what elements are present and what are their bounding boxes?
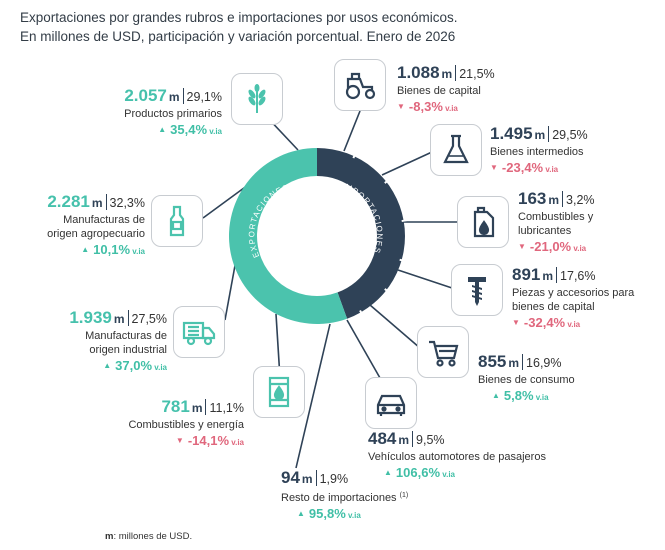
ring-segments [229, 148, 407, 324]
title-line-2: En millones de USD, participación y vari… [20, 29, 456, 44]
value: 1.495 [490, 124, 533, 143]
export-productos-primarios: 2.057 m 29,1% Productos primarios ▲ 35,4% v… [124, 86, 222, 141]
value: 2.281 [47, 192, 90, 211]
category-name: Combustibles y [518, 211, 594, 223]
leader-line [346, 319, 381, 379]
leader-line [397, 269, 453, 289]
export-manufacturas-agropecuario: 2.281 m 32,3% Manufacturas de origen agrop… [47, 192, 145, 261]
share: 17,6% [560, 269, 596, 283]
category-name: Vehículos automotores de pasajeros [368, 451, 546, 463]
ring-tick [399, 258, 405, 263]
value: 163 [518, 189, 547, 208]
variation: ▲ 106,6% v.ia [384, 465, 455, 480]
share: 16,9% [526, 356, 562, 370]
category-name: Productos primarios [124, 108, 222, 120]
wheat-icon [231, 73, 283, 125]
variation: ▼ -8,3% v.ia [397, 99, 458, 114]
category-name: Bienes de consumo [478, 374, 575, 386]
bottle-icon [151, 195, 203, 247]
leader-lines [202, 110, 458, 469]
category-name: Piezas y accesorios para [512, 287, 635, 299]
value: 2.057 [124, 86, 167, 105]
import-bienes-consumo: 855 m 16,9% Bienes de consumo ▲ 5,8% v.ia [478, 352, 575, 407]
footnote: m: millones de USD. [105, 531, 193, 542]
variation: ▼ -14,1% v.ia [175, 433, 244, 448]
ring-tick [401, 219, 407, 223]
variation: ▼ -32,4% v.ia [512, 315, 581, 330]
ring-tick [384, 288, 390, 293]
share: 3,2% [566, 193, 595, 207]
flask-icon [430, 124, 482, 176]
import-bienes-capital: 1.088 m 21,5% Bienes de capital ▼ -8,3% v.i… [397, 63, 495, 118]
value: 1.939 [69, 308, 112, 327]
leader-line [381, 151, 433, 176]
category-name-2: origen agropecuario [47, 228, 145, 240]
category-name-2: origen industrial [89, 344, 167, 356]
variation: ▲ 5,8% v.ia [492, 388, 549, 403]
variation: ▲ 35,4% v.ia [158, 122, 222, 137]
export-manufacturas-industrial: 1.939 m 27,5% Manufacturas de origen indus… [69, 308, 167, 377]
share: 21,5% [459, 67, 495, 81]
variation: ▲ 37,0% v.ia [103, 358, 167, 373]
variation: ▲ 10,1% v.ia [81, 242, 145, 257]
category-name-2: bienes de capital [512, 301, 595, 313]
import-resto: 94 m 1,9% Resto de importaciones (1) ▲ 95,8… [281, 468, 408, 525]
share: 29,5% [552, 128, 588, 142]
leader-line [224, 259, 237, 321]
share: 9,5% [416, 433, 445, 447]
category-name-2: lubricantes [518, 225, 572, 237]
ring-segment-exports [229, 148, 348, 324]
screw-icon [451, 264, 503, 316]
ring-tick [359, 309, 364, 316]
share: 1,9% [319, 472, 349, 486]
category-name: Bienes de capital [397, 85, 481, 97]
leader-line [202, 184, 249, 219]
jerrycan-icon [457, 196, 509, 248]
variation: ▼ -23,4% v.ia [490, 160, 559, 175]
variation: ▲ 95,8% v.ia [297, 506, 361, 521]
category-name: Combustibles y energía [128, 419, 244, 431]
value: 855 [478, 352, 507, 371]
share: 32,3% [109, 196, 145, 210]
truck-icon [173, 306, 225, 358]
import-bienes-intermedios: 1.495 m 29,5% Bienes intermedios ▼ -23,4% v… [490, 124, 588, 179]
import-combustibles-lubricantes: 163 m 3,2% Combustibles y lubricantes ▼ -21… [518, 189, 595, 258]
value: 781 [161, 397, 190, 416]
ring-tick [352, 153, 357, 159]
export-combustibles-energia: 781 m 11,1% Combustibles y energía ▼ -14,1%… [128, 397, 244, 452]
variation: ▼ -21,0% v.ia [518, 239, 587, 254]
car-icon [365, 377, 417, 429]
chart-title: Exportaciones por grandes rubros e impor… [20, 8, 457, 46]
value: 94 [281, 468, 300, 487]
tractor-icon [334, 59, 386, 111]
value: 1.088 [397, 63, 440, 82]
share: 29,1% [186, 90, 222, 104]
title-line-1: Exportaciones por grandes rubros e impor… [20, 10, 458, 25]
category-name: Manufacturas de [85, 330, 167, 342]
import-piezas-accesorios: 891 m 17,6% Piezas y accesorios para biene… [512, 265, 634, 334]
import-vehiculos-pasajeros: 484 m 9,5% Vehículos automotores de pasaje… [368, 429, 546, 484]
share: 11,1% [209, 401, 244, 415]
oil-barrel-icon [253, 366, 305, 418]
value: 484 [368, 429, 397, 448]
share: 27,5% [131, 312, 167, 326]
category-name: Bienes intermedios [490, 146, 584, 158]
leader-line [369, 304, 421, 349]
value: 891 [512, 265, 541, 284]
category-name: Manufacturas de [63, 214, 145, 226]
shopping-cart-icon [417, 326, 469, 378]
ring-segment-imports [317, 148, 406, 319]
leader-line [295, 323, 331, 469]
ring-tick [384, 179, 390, 184]
category-name: Resto de importaciones (1) [281, 492, 409, 504]
leader-line [343, 110, 361, 152]
